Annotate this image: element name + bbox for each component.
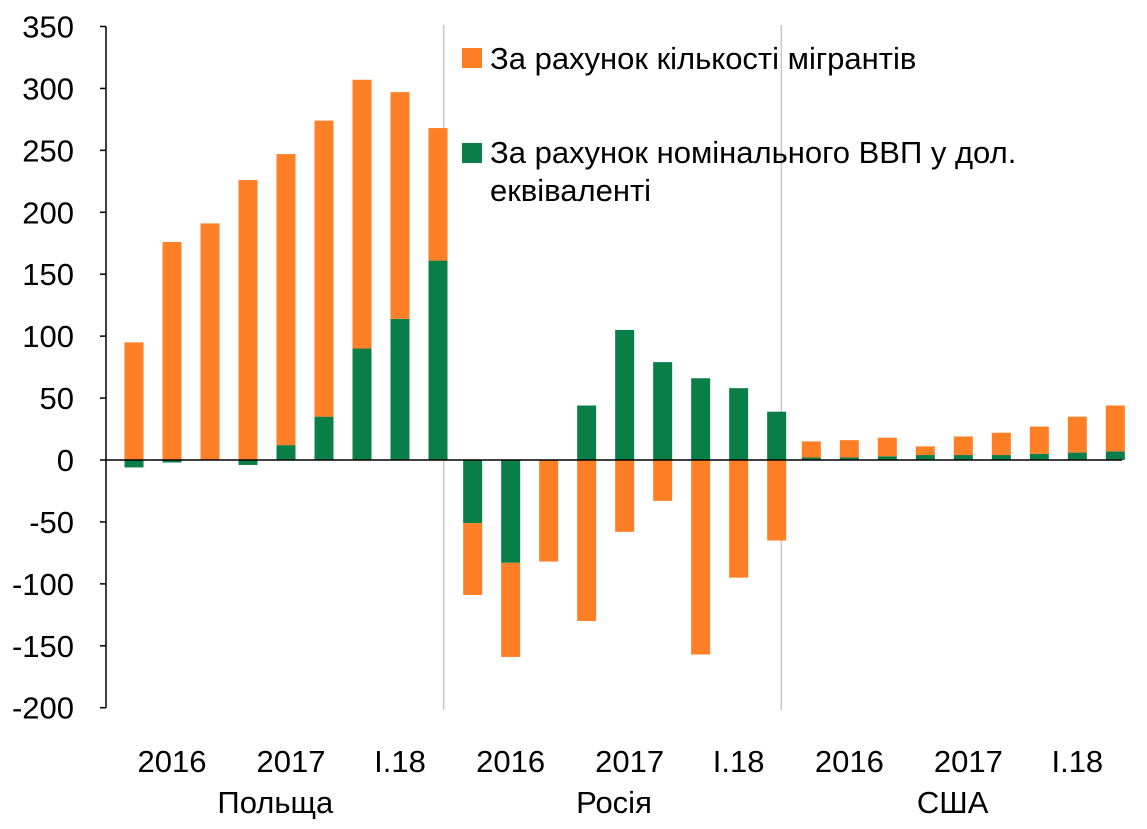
bar-migrants bbox=[352, 79, 372, 349]
bar-gdp bbox=[238, 460, 258, 465]
bar-migrants bbox=[162, 242, 182, 460]
y-tick-label: 200 bbox=[22, 195, 74, 230]
group-separators bbox=[442, 25, 783, 710]
bar-migrants bbox=[653, 460, 673, 501]
y-tick-label: 100 bbox=[22, 319, 74, 354]
bar-gdp bbox=[915, 455, 935, 460]
y-tick-label: 0 bbox=[57, 443, 74, 478]
x-year-label: 2016 bbox=[476, 744, 545, 779]
bar-gdp bbox=[428, 260, 448, 460]
bar-migrants bbox=[801, 441, 821, 458]
legend-swatch-gdp bbox=[462, 143, 482, 163]
legend-swatch-migrants bbox=[462, 48, 482, 68]
bar-migrants bbox=[124, 342, 144, 460]
x-year-label: I.18 bbox=[374, 744, 426, 779]
bar-migrants bbox=[238, 180, 258, 460]
y-tick-label: 150 bbox=[22, 257, 74, 292]
bars bbox=[124, 79, 1125, 657]
bar-gdp bbox=[767, 411, 787, 460]
bar-gdp bbox=[390, 318, 410, 460]
bar-gdp bbox=[162, 460, 182, 463]
x-group-label: Польща bbox=[217, 785, 334, 820]
x-year-label: 2017 bbox=[595, 744, 664, 779]
bar-migrants bbox=[390, 92, 410, 319]
legend-label-migrants: За рахунок кількості мігрантів bbox=[490, 41, 916, 76]
bar-gdp bbox=[839, 457, 859, 460]
axes bbox=[100, 25, 1122, 709]
bar-migrants bbox=[200, 223, 220, 460]
bar-migrants bbox=[615, 460, 635, 532]
x-year-label: 2017 bbox=[934, 744, 1003, 779]
bar-gdp bbox=[314, 416, 334, 460]
legend-label-gdp-line2: еквіваленті bbox=[490, 173, 651, 208]
bar-migrants bbox=[428, 128, 448, 261]
bar-migrants bbox=[501, 562, 521, 657]
bar-gdp bbox=[352, 348, 372, 460]
bar-migrants bbox=[463, 523, 483, 596]
bar-migrants bbox=[953, 436, 973, 456]
legend-label-gdp-line1: За рахунок номінального ВВП у дол. bbox=[490, 135, 1016, 170]
y-tick-label: 50 bbox=[40, 381, 74, 416]
bar-gdp bbox=[1029, 453, 1049, 460]
y-tick-label: -50 bbox=[29, 505, 74, 540]
bar-migrants bbox=[1067, 416, 1087, 453]
bar-migrants bbox=[1105, 405, 1125, 452]
bar-gdp bbox=[124, 460, 144, 468]
bar-migrants bbox=[839, 440, 859, 458]
bar-migrants bbox=[1029, 426, 1049, 454]
y-tick-label: 350 bbox=[22, 9, 74, 44]
x-year-label: I.18 bbox=[713, 744, 765, 779]
x-group-label: Росія bbox=[576, 785, 652, 820]
y-axis-tick-labels: 350 300 250 200 150 100 50 0 -50 -100 -150 -200 bbox=[12, 9, 74, 725]
bar-gdp bbox=[501, 460, 521, 563]
legend: За рахунок кількості мігрантів За рахуно… bbox=[462, 41, 1016, 208]
x-axis-labels: 2016 2017 I.18 Польща 2016 2017 I.18 Росія 2016 2… bbox=[138, 744, 1104, 820]
bar-migrants bbox=[314, 120, 334, 417]
bar-migrants bbox=[915, 446, 935, 456]
bar-gdp bbox=[615, 329, 635, 460]
bar-gdp bbox=[1105, 451, 1125, 460]
bar-gdp bbox=[801, 457, 821, 460]
bar-gdp bbox=[691, 378, 711, 460]
y-tick-label: -200 bbox=[12, 691, 74, 726]
x-year-label: 2016 bbox=[815, 744, 884, 779]
bar-migrants bbox=[767, 460, 787, 541]
bar-migrants bbox=[276, 154, 296, 446]
bar-gdp bbox=[276, 445, 296, 460]
bar-migrants bbox=[877, 437, 897, 457]
y-tick-label: -150 bbox=[12, 629, 74, 664]
bar-gdp bbox=[463, 460, 483, 524]
bar-gdp bbox=[1067, 452, 1087, 460]
x-group-label: США bbox=[917, 785, 989, 820]
x-year-label: 2016 bbox=[138, 744, 207, 779]
bar-migrants bbox=[691, 460, 711, 655]
bar-gdp bbox=[653, 362, 673, 460]
bar-gdp bbox=[729, 388, 749, 460]
bar-migrants bbox=[539, 460, 559, 562]
x-year-label: I.18 bbox=[1051, 744, 1103, 779]
bar-migrants bbox=[577, 460, 597, 622]
y-tick-label: -100 bbox=[12, 567, 74, 602]
bar-migrants bbox=[729, 460, 749, 578]
bar-migrants bbox=[991, 432, 1011, 456]
y-tick-label: 300 bbox=[22, 71, 74, 106]
bar-gdp bbox=[953, 455, 973, 460]
bar-gdp bbox=[991, 455, 1011, 460]
x-year-label: 2017 bbox=[257, 744, 326, 779]
bar-gdp bbox=[577, 405, 597, 460]
bar-gdp bbox=[877, 456, 897, 460]
y-tick-label: 250 bbox=[22, 133, 74, 168]
